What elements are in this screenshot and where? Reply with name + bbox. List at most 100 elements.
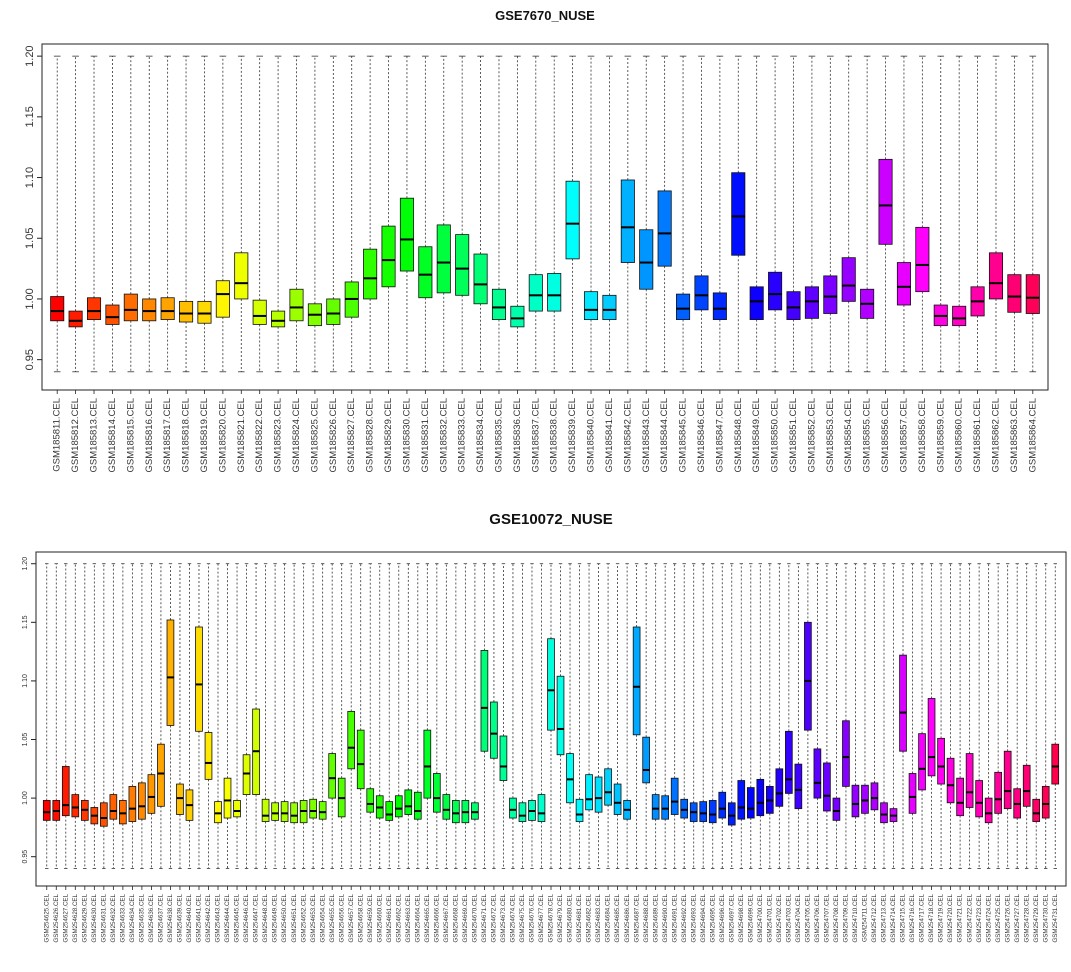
x-category-label: GSM185844.CEL xyxy=(659,398,670,472)
x-category-label: GSM254652.CEL xyxy=(300,893,307,942)
y-tick-label: 1.00 xyxy=(22,791,29,805)
x-category-label: GSM254701.CEL xyxy=(766,893,773,942)
box-body xyxy=(433,773,441,813)
x-category-label: GSM254716.CEL xyxy=(909,893,916,942)
box-body xyxy=(418,246,433,299)
box-GSM254659.CEL xyxy=(366,563,375,869)
x-category-label: GSM254723.CEL xyxy=(976,893,983,942)
box-body xyxy=(712,292,727,320)
box-GSM254705.CEL xyxy=(804,563,812,869)
x-category-label: GSM254627.CEL xyxy=(62,893,69,942)
box-GSM254721.CEL xyxy=(956,563,964,869)
x-category-label: GSM254654.CEL xyxy=(319,893,326,942)
box-GSM185811.CEL xyxy=(50,55,65,373)
box-body xyxy=(861,784,869,814)
y-tick-label: 1.20 xyxy=(24,45,36,66)
box-GSM254718.CEL xyxy=(927,563,936,869)
x-category-label: GSM254650.CEL xyxy=(281,893,288,942)
box-body xyxy=(585,774,593,811)
box-GSM185830.CEL xyxy=(399,55,414,373)
box-body xyxy=(473,253,488,305)
x-category-label: GSM254660.CEL xyxy=(376,893,383,942)
x-category-label: GSM254702.CEL xyxy=(776,893,783,942)
box-GSM254639.CEL xyxy=(176,563,184,869)
x-category-label: GSM254731.CEL xyxy=(1052,893,1059,942)
x-category-label: GSM185843.CEL xyxy=(641,398,652,472)
box-GSM254664.CEL xyxy=(413,563,422,869)
x-category-label: GSM185825.CEL xyxy=(309,398,320,472)
box-GSM254658.CEL xyxy=(356,563,365,869)
x-category-label: GSM254708.CEL xyxy=(833,893,840,942)
x-category-label: GSM254695.CEL xyxy=(709,893,716,942)
x-category-label: GSM254688.CEL xyxy=(643,893,650,942)
box-body xyxy=(785,730,793,794)
box-body xyxy=(363,248,378,300)
x-category-label: GSM185849.CEL xyxy=(751,398,762,472)
box-GSM254713.CEL xyxy=(880,563,888,869)
box-body xyxy=(613,783,622,815)
x-category-label: GSM185831.CEL xyxy=(420,398,431,472)
box-GSM254665.CEL xyxy=(423,563,432,869)
x-category-label: GSM254712.CEL xyxy=(871,893,878,942)
x-category-label: GSM185830.CEL xyxy=(401,398,412,472)
box-GSM185854.CEL xyxy=(841,55,856,373)
x-category-label: GSM185826.CEL xyxy=(328,398,339,472)
x-category-label: GSM254630.CEL xyxy=(91,893,98,942)
box-GSM254717.CEL xyxy=(918,563,926,869)
box-body xyxy=(841,257,856,302)
box-body xyxy=(356,729,365,790)
box-body xyxy=(749,286,764,320)
box-body xyxy=(242,754,251,795)
x-category-label: GSM254672.CEL xyxy=(491,893,498,942)
x-category-label: GSM254689.CEL xyxy=(652,893,659,942)
box-GSM254696.CEL xyxy=(718,563,727,869)
box-GSM185812.CEL xyxy=(68,55,83,373)
box-body xyxy=(804,286,819,319)
box-GSM254653.CEL xyxy=(309,563,317,869)
box-body xyxy=(176,783,184,815)
box-body xyxy=(404,789,413,815)
x-category-label: GSM254686.CEL xyxy=(624,893,631,942)
box-GSM185864.CEL xyxy=(1025,55,1040,373)
box-body xyxy=(775,768,784,807)
box-body xyxy=(823,762,831,812)
box-GSM254676.CEL xyxy=(528,563,536,869)
x-category-label: GSM254651.CEL xyxy=(291,893,298,942)
x-category-label: GSM185864.CEL xyxy=(1027,398,1038,472)
x-category-label: GSM254659.CEL xyxy=(367,893,374,942)
box-GSM185863.CEL xyxy=(1007,55,1022,373)
box-GSM254677.CEL xyxy=(537,563,546,869)
box-GSM254724.CEL xyxy=(984,563,993,869)
box-body xyxy=(727,802,736,826)
box-GSM254697.CEL xyxy=(727,563,736,869)
box-body xyxy=(661,795,669,820)
x-category-label: GSM185850.CEL xyxy=(770,398,781,472)
y-tick-label: 1.15 xyxy=(22,615,29,629)
x-category-label: GSM254662.CEL xyxy=(395,893,402,942)
box-body xyxy=(280,801,289,822)
box-GSM254638.CEL xyxy=(166,563,175,869)
x-category-label: GSM254730.CEL xyxy=(1042,893,1049,942)
x-category-label: GSM254644.CEL xyxy=(224,893,231,942)
x-category-label: GSM254648.CEL xyxy=(262,893,269,942)
box-GSM254654.CEL xyxy=(318,563,327,869)
x-category-label: GSM254703.CEL xyxy=(785,893,792,942)
x-category-label: GSM254637.CEL xyxy=(158,893,165,942)
x-category-label: GSM254724.CEL xyxy=(985,893,992,942)
box-GSM185817.CEL xyxy=(160,55,175,373)
box-GSM254667.CEL xyxy=(442,563,451,869)
box-GSM185845.CEL xyxy=(676,55,691,373)
box-body xyxy=(71,794,80,818)
x-category-label: GSM185842.CEL xyxy=(622,398,633,472)
x-category-label: GSM185852.CEL xyxy=(806,398,817,472)
box-body xyxy=(768,271,783,311)
x-category-label: GSM254656.CEL xyxy=(338,893,345,942)
box-body xyxy=(347,710,356,770)
box-body xyxy=(223,777,232,819)
box-GSM185816.CEL xyxy=(142,55,157,373)
box-body xyxy=(899,654,907,752)
box-GSM185815.CEL xyxy=(123,55,138,373)
box-body xyxy=(994,771,1002,814)
box-GSM254628.CEL xyxy=(71,563,80,869)
x-category-label: GSM254683.CEL xyxy=(595,893,602,942)
